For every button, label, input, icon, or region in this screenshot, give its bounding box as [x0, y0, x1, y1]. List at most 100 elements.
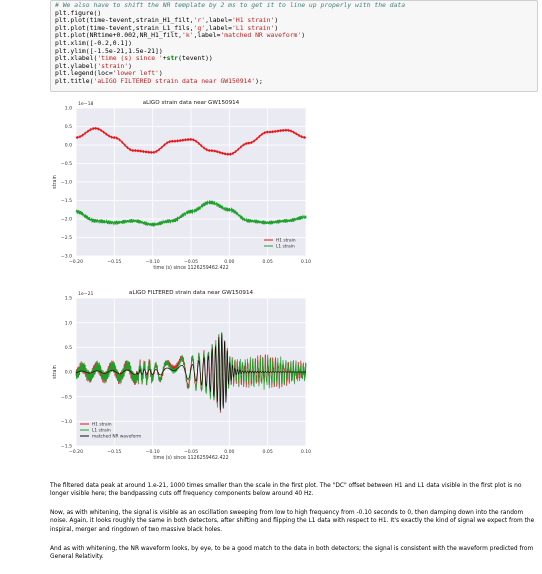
code-line: # We also have to shift the NR template … — [55, 1, 533, 10]
legend-label: H1 strain — [92, 422, 112, 428]
paragraph-nr-match: And as with whitening, the NR waveform l… — [50, 546, 534, 561]
x-tick-label: −0.15 — [107, 259, 121, 265]
y-axis-label: strain — [52, 175, 58, 189]
code-token: 'lower left' — [112, 69, 159, 78]
y-tick-label: −3.0 — [61, 254, 72, 260]
legend-label: matched NR waveform — [92, 434, 141, 440]
code-token: 'H1 strain' — [232, 16, 275, 25]
code-token: ,label= — [205, 23, 232, 32]
code-token: 'time (s) since ' — [97, 54, 163, 63]
x-axis-label: time (s) since 1126259462.422 — [153, 455, 228, 461]
code-cell-source[interactable]: # We also have to shift the NR template … — [51, 1, 537, 87]
code-token: 'r' — [193, 16, 206, 25]
x-tick-label: −0.05 — [184, 449, 198, 455]
code-line: plt.figure() — [55, 8, 533, 18]
y-tick-label: 0.5 — [65, 124, 72, 130]
series-line-nr — [75, 332, 306, 411]
x-tick-label: −0.10 — [146, 259, 160, 265]
y-tick-label: 1.0 — [65, 320, 72, 326]
code-token: 'matched NR waveform' — [220, 31, 302, 40]
figure-raw-strain: −0.20 −0.15 −0.10 −0.05 0.00 0.05 0.10 1.0 0.5 0.… — [50, 98, 320, 282]
code-token: 'strain' — [97, 61, 129, 70]
legend-label: L1 strain — [276, 244, 295, 250]
code-token: ) — [158, 69, 163, 78]
code-token: ) — [301, 31, 306, 40]
x-tick-label: −0.10 — [146, 449, 160, 455]
x-axis-label: time (s) since 1126259462.422 — [153, 265, 228, 271]
code-token: ) — [128, 61, 132, 70]
code-token: plt.figure() — [55, 8, 102, 17]
y-tick-label: 0.0 — [65, 370, 72, 376]
figure-filtered-strain: −0.20 −0.15 −0.10 −0.05 0.00 0.05 0.10 1.5 1.0 0.… — [50, 286, 320, 472]
y-tick-label: −1.0 — [61, 180, 72, 186]
code-token: (tevent)) — [178, 54, 213, 63]
code-token: plt.plot(time-tevent,strain_H1_filt, — [55, 16, 194, 25]
x-tick-label: −0.15 — [107, 449, 121, 455]
x-tick-label: 0.05 — [263, 449, 273, 455]
y-tick-label: −0.5 — [61, 394, 72, 400]
code-token: plt.xlim([-0.2,0.1]) — [55, 38, 132, 47]
legend-label: L1 strain — [92, 428, 111, 434]
chart-raw-strain: −0.20 −0.15 −0.10 −0.05 0.00 0.05 0.10 1.0 0.5 0.… — [52, 100, 311, 271]
code-line: plt.ylabel('strain') — [55, 61, 533, 71]
code-line: plt.title('aLIGO FILTERED strain data ne… — [55, 76, 533, 86]
series-group — [75, 332, 307, 413]
code-line: plt.plot(time-tevent,strain_H1_filt,'r',… — [55, 16, 533, 25]
chart-title: aLIGO strain data near GW150914 — [143, 100, 240, 106]
code-line: plt.legend(loc='lower left') — [55, 70, 533, 78]
chart-filtered-strain: −0.20 −0.15 −0.10 −0.05 0.00 0.05 0.10 1.5 1.0 0.… — [52, 290, 311, 461]
code-token: 'k' — [181, 31, 194, 40]
code-line: plt.xlabel('time (s) since '+str(tevent)… — [55, 54, 533, 63]
code-token: 'aLIGO FILTERED strain data near GW15091… — [93, 76, 256, 85]
code-token: ); — [255, 76, 263, 85]
x-tick-label: −0.05 — [184, 259, 198, 265]
code-token: ,label= — [193, 31, 221, 40]
y-tick-label: −1.0 — [61, 419, 72, 425]
code-token: plt.title( — [55, 76, 94, 85]
series-group — [75, 126, 307, 227]
code-token: 'L1 strain' — [232, 23, 275, 32]
y-tick-label: 0.0 — [65, 143, 72, 149]
x-tick-label: 0.05 — [263, 259, 273, 265]
code-line: plt.ylim([-1.5e-21,1.5e-21]) — [55, 46, 533, 56]
code-line: plt.plot(time-tevent,strain_L1_fils,'g',… — [55, 23, 533, 33]
x-tick-label: 0.10 — [301, 259, 311, 265]
code-token: ) — [274, 16, 279, 25]
legend-label: H1 strain — [276, 238, 296, 244]
y-axis-label: strain — [52, 365, 58, 379]
y-tick-label: −1.5 — [61, 198, 72, 204]
x-tick-label: −0.20 — [69, 449, 83, 455]
series-line-l1 — [75, 199, 307, 227]
code-cell[interactable]: # We also have to shift the NR template … — [50, 0, 538, 92]
paragraph-signal-description: Now, as with whitening, the signal is vi… — [50, 510, 535, 533]
code-token: plt.xlabel( — [55, 54, 98, 63]
code-token: ) — [274, 23, 279, 32]
y-tick-label: −0.5 — [61, 161, 72, 167]
code-line: plt.xlim([-0.2,0.1]) — [55, 38, 533, 48]
x-tick-label: 0.10 — [301, 449, 311, 455]
code-token: + — [162, 54, 167, 63]
y-tick-label: 1.5 — [65, 296, 72, 302]
chart-title: aLIGO FILTERED strain data near GW150914 — [129, 290, 254, 296]
code-token: plt.legend(loc= — [55, 69, 113, 78]
y-tick-label: 1.0 — [65, 106, 72, 112]
code-line: plt.plot(NRtime+0.002,NR_H1_filt,'k',lab… — [55, 32, 533, 40]
code-token: plt.ylabel( — [55, 61, 98, 70]
code-token: ,label= — [205, 16, 232, 25]
code-token: 'g' — [193, 23, 206, 32]
x-tick-label: 0.00 — [224, 449, 234, 455]
code-token: str — [166, 54, 179, 63]
x-tick-label: 0.00 — [224, 259, 234, 265]
axis-offset-text: 1e−21 — [78, 291, 94, 297]
y-tick-label: −1.5 — [61, 444, 72, 450]
x-tick-label: −0.20 — [69, 259, 83, 265]
code-token: plt.plot(time-tevent,strain_L1_fils, — [55, 23, 194, 32]
code-token: plt.plot(NRtime+0.002,NR_H1_filt, — [55, 31, 182, 40]
y-tick-label: −2.0 — [61, 217, 72, 223]
code-token: plt.ylim([-1.5e-21,1.5e-21]) — [55, 46, 163, 55]
code-token: # We also have to shift the NR template … — [55, 1, 406, 9]
y-tick-label: 0.5 — [65, 345, 72, 351]
y-tick-label: −2.5 — [61, 235, 72, 241]
